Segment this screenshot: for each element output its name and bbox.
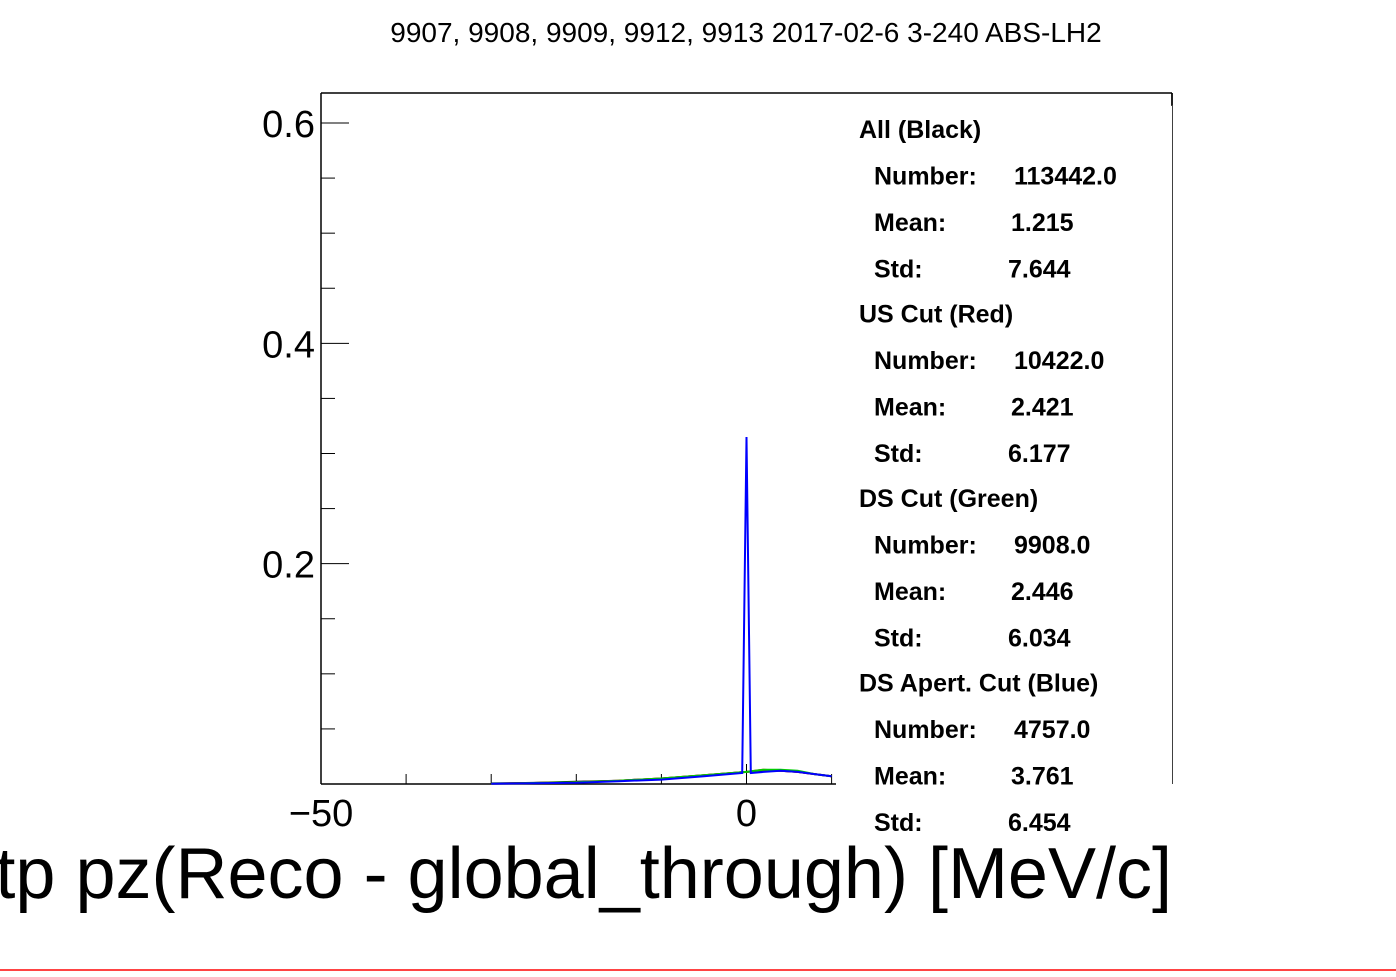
- x-axis-label: tku_tp pz(Reco - global_through) [MeV/c]: [0, 834, 1172, 914]
- y-tick-label: 0.2: [262, 545, 315, 587]
- stats-number-label: Number:: [874, 716, 977, 744]
- stats-title: All (Black): [859, 116, 981, 144]
- x-tick-label: −50: [289, 793, 353, 835]
- stats-mean-value: 1.215: [1011, 209, 1074, 237]
- stats-mean-label: Mean:: [874, 394, 946, 422]
- stats-mean-value: 3.761: [1011, 763, 1074, 791]
- stats-std-value: 6.177: [1008, 440, 1071, 468]
- chart-title: 9907, 9908, 9909, 9912, 9913 2017-02-6 3…: [390, 17, 1101, 48]
- stats-std-label: Std:: [874, 256, 923, 284]
- stats-std-label: Std:: [874, 625, 923, 653]
- stats-box: [836, 106, 1172, 846]
- x-tick-label: 0: [736, 793, 757, 835]
- y-tick-label: 0.4: [262, 324, 315, 366]
- stats-number-value: 4757.0: [1014, 716, 1090, 744]
- stats-mean-value: 2.421: [1011, 394, 1074, 422]
- stats-mean-label: Mean:: [874, 763, 946, 791]
- y-tick-label: 0.6: [262, 104, 315, 146]
- stats-mean-value: 2.446: [1011, 578, 1074, 606]
- stats-number-label: Number:: [874, 347, 977, 375]
- stats-mean-label: Mean:: [874, 209, 946, 237]
- stats-std-label: Std:: [874, 809, 923, 837]
- stats-number-value: 10422.0: [1014, 347, 1104, 375]
- stats-number-value: 113442.0: [1014, 163, 1117, 191]
- stats-number-label: Number:: [874, 532, 977, 560]
- stats-mean-label: Mean:: [874, 578, 946, 606]
- stats-number-value: 9908.0: [1014, 532, 1090, 560]
- stats-std-value: 6.034: [1008, 625, 1071, 653]
- stats-title: US Cut (Red): [859, 301, 1013, 329]
- series-line-ds-apert-cut-blue: [491, 436, 832, 785]
- stats-title: DS Apert. Cut (Blue): [859, 670, 1098, 698]
- stats-number-label: Number:: [874, 163, 977, 191]
- stats-std-label: Std:: [874, 440, 923, 468]
- stats-std-value: 6.454: [1008, 809, 1071, 837]
- stats-legend: All (Black) Number: 113442.0 Mean: 1.215 Std:…: [859, 116, 1117, 837]
- series-layer: [491, 436, 832, 785]
- stats-std-value: 7.644: [1008, 256, 1071, 284]
- stats-title: DS Cut (Green): [859, 485, 1038, 513]
- plot-axes: 0.2 0.4 0.6 −50 0: [262, 92, 1173, 835]
